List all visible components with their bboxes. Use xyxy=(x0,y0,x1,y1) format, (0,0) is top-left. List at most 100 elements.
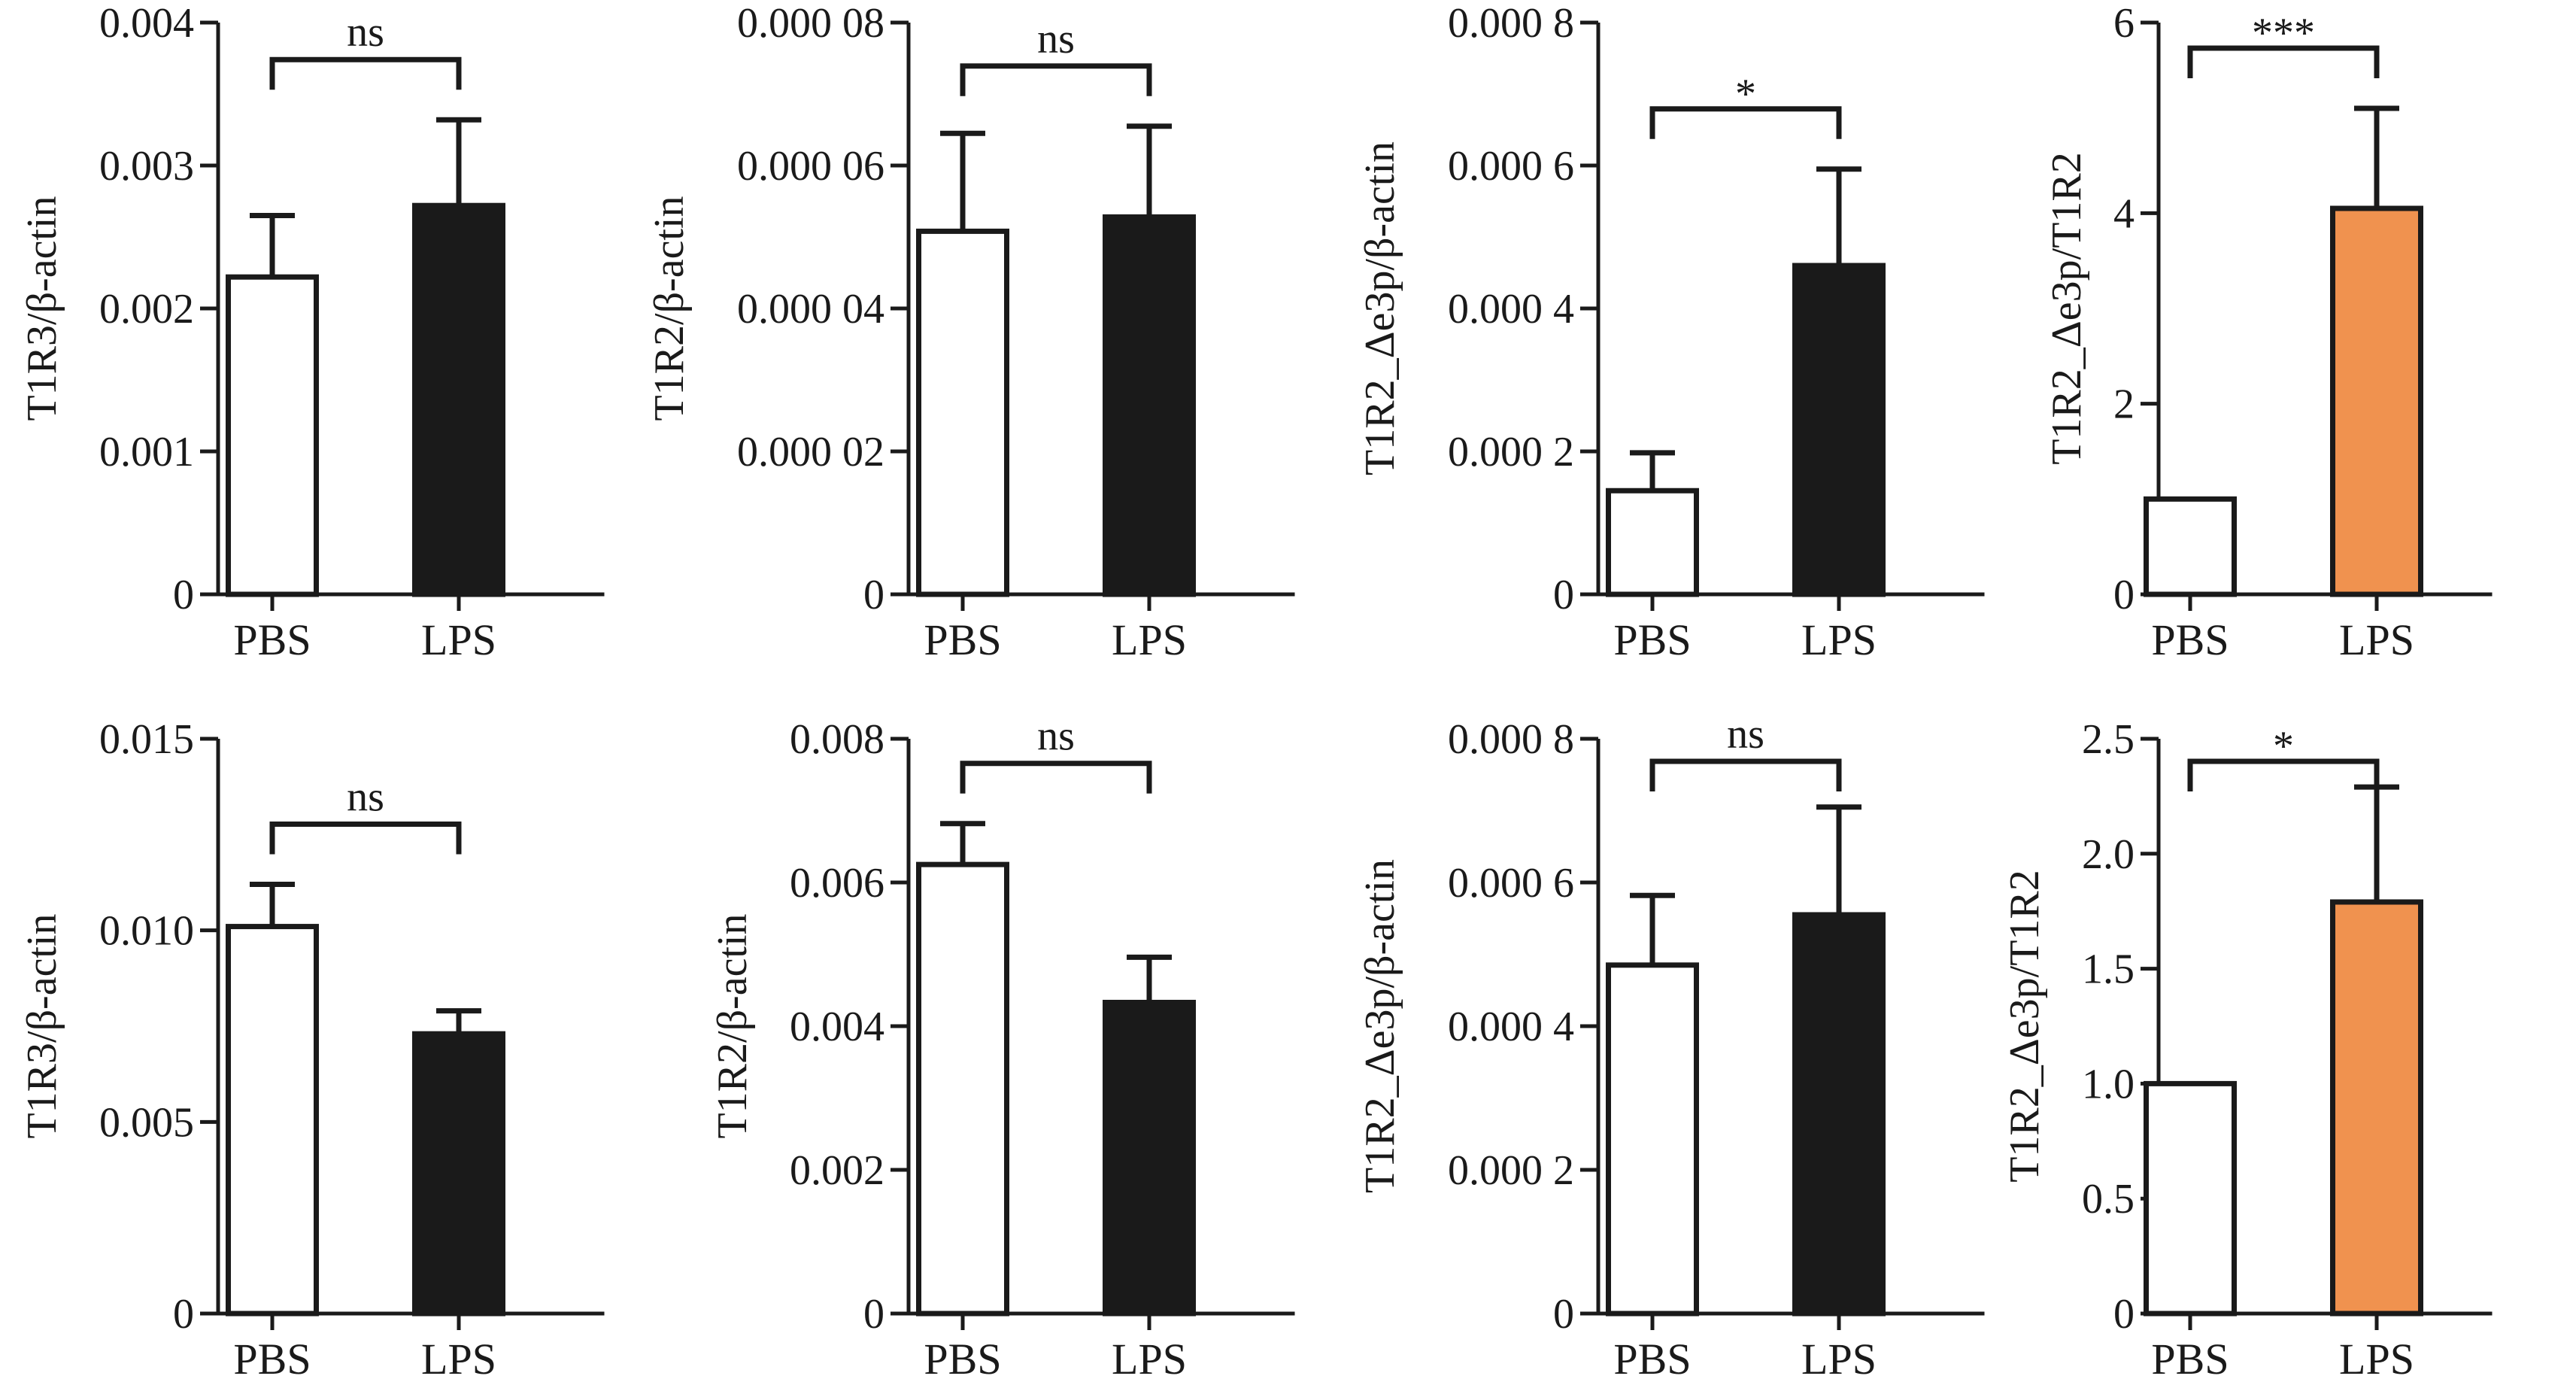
bar-lps xyxy=(2330,899,2423,1317)
panel-top-4: 0 2 4 6 T1R2_Δe3p/T1R2 PBS LPS *** xyxy=(2044,0,2493,664)
y-tick-label: 0.000 8 xyxy=(1448,716,1574,763)
y-tick-label: 2 xyxy=(2113,381,2135,428)
bar-lps xyxy=(1103,999,1196,1317)
x-tick-label: LPS xyxy=(2339,615,2414,664)
y-axis-title: T1R2/β-actin xyxy=(646,196,693,421)
bar-pbs xyxy=(916,861,1009,1317)
y-tick-label: 0.008 xyxy=(790,716,884,763)
x-tick-label: PBS xyxy=(233,615,311,664)
y-tick-label: 0 xyxy=(1553,572,1574,618)
panel-bottom-4: 0 0.5 1.0 1.5 2.0 2.5 T1R2_Δe3p/T1R2 PBS LPS * xyxy=(2001,716,2493,1382)
x-tick-label: LPS xyxy=(2339,1335,2414,1382)
y-tick-label: 0.000 08 xyxy=(737,0,884,47)
x-tick-label: PBS xyxy=(2151,615,2229,664)
y-tick-label: 0 xyxy=(1553,1291,1574,1338)
y-tick-label: 1.0 xyxy=(2082,1061,2135,1107)
y-tick-label: 0 xyxy=(863,572,884,618)
significance-label: ns xyxy=(1037,713,1075,760)
significance-label: ns xyxy=(347,9,384,56)
bar-pbs xyxy=(916,228,1009,597)
panel-top-3: 0 0.000 2 0.000 4 0.000 6 0.000 8 T1R2_Δe3p/β… xyxy=(1357,0,1985,664)
y-tick-label: 0 xyxy=(173,572,194,618)
y-axis-title: T1R3/β-actin xyxy=(19,196,65,421)
y-tick-label: 0.000 2 xyxy=(1448,429,1574,475)
significance-bracket xyxy=(269,56,462,90)
bar-lps xyxy=(2330,205,2423,597)
y-tick-label: 0.000 2 xyxy=(1448,1147,1574,1194)
y-tick-label: 0.000 4 xyxy=(1448,1004,1574,1050)
significance-bracket xyxy=(960,761,1152,794)
y-tick-label: 0 xyxy=(2113,1291,2135,1338)
y-tick-label: 0.000 04 xyxy=(737,286,884,333)
significance-label: * xyxy=(2273,723,2294,770)
bar-lps xyxy=(412,202,505,597)
significance-label: * xyxy=(1735,71,1756,117)
x-tick-label: PBS xyxy=(2151,1335,2229,1382)
x-tick-label: LPS xyxy=(1112,615,1187,664)
y-tick-label: 2.0 xyxy=(2082,831,2135,878)
panel-top-2: 0 0.000 02 0.000 04 0.000 06 0.000 08 T1R2/β-… xyxy=(646,0,1295,664)
y-tick-label: 0 xyxy=(173,1291,194,1338)
significance-bracket xyxy=(2187,758,2380,791)
bar-pbs xyxy=(226,274,319,597)
significance-bracket xyxy=(960,63,1152,96)
y-tick-label: 0.000 06 xyxy=(737,143,884,190)
y-tick-label: 0.000 6 xyxy=(1448,143,1574,190)
y-tick-label: 0.5 xyxy=(2082,1176,2135,1223)
panel-top-1: 0 0.001 0.002 0.003 0.004 T1R3/β-actin PBS LPS n… xyxy=(19,0,605,664)
y-axis-title: T1R2_Δe3p/T1R2 xyxy=(2044,152,2090,465)
y-tick-label: 2.5 xyxy=(2082,716,2135,763)
y-tick-label: 0.000 8 xyxy=(1448,0,1574,47)
y-tick-label: 0.000 4 xyxy=(1448,286,1574,333)
panel-bottom-2: 0 0.002 0.004 0.006 0.008 T1R2/β-actin PBS LPS n… xyxy=(709,713,1295,1382)
y-axis-title: T1R2/β-actin xyxy=(709,913,756,1138)
bar-pbs xyxy=(1606,487,1699,597)
x-tick-label: LPS xyxy=(421,1335,496,1382)
x-tick-label: PBS xyxy=(1613,615,1691,664)
bar-lps xyxy=(1792,912,1886,1317)
significance-bracket xyxy=(1649,106,1842,139)
y-tick-label: 0.002 xyxy=(99,286,194,333)
x-tick-label: LPS xyxy=(1112,1335,1187,1382)
panel-bottom-3: 0 0.000 2 0.000 4 0.000 6 0.000 8 T1R2_Δe3p/β… xyxy=(1357,711,1985,1382)
y-tick-label: 0.002 xyxy=(790,1147,884,1194)
x-tick-label: PBS xyxy=(233,1335,311,1382)
significance-label: *** xyxy=(2252,10,2315,56)
y-axis-title: T1R2_Δe3p/T1R2 xyxy=(2001,870,2048,1183)
y-tick-label: 0.003 xyxy=(99,143,194,190)
y-tick-label: 0.000 02 xyxy=(737,429,884,475)
bar-pbs xyxy=(2144,1080,2237,1317)
y-tick-label: 0.000 6 xyxy=(1448,860,1574,907)
y-tick-label: 0 xyxy=(2113,572,2135,618)
y-tick-label: 0.005 xyxy=(99,1099,194,1146)
y-tick-label: 4 xyxy=(2113,190,2135,237)
bar-pbs xyxy=(1606,962,1699,1317)
bar-lps xyxy=(412,1031,505,1317)
significance-label: ns xyxy=(347,774,384,821)
x-tick-label: LPS xyxy=(421,615,496,664)
y-tick-label: 0.006 xyxy=(790,860,884,907)
y-tick-label: 6 xyxy=(2113,0,2135,47)
y-tick-label: 0.010 xyxy=(99,908,194,955)
x-tick-label: PBS xyxy=(924,615,1001,664)
x-tick-label: LPS xyxy=(1801,1335,1877,1382)
y-tick-label: 1.5 xyxy=(2082,946,2135,993)
x-tick-label: PBS xyxy=(1613,1335,1691,1382)
y-tick-label: 0 xyxy=(863,1291,884,1338)
y-tick-label: 0.015 xyxy=(99,716,194,763)
y-axis-title: T1R2_Δe3p/β-actin xyxy=(1357,141,1403,475)
bar-lps xyxy=(1103,214,1196,597)
significance-bracket xyxy=(269,822,462,855)
bar-pbs xyxy=(2144,496,2237,597)
y-tick-label: 0.001 xyxy=(99,429,194,475)
panel-bottom-1: 0 0.005 0.010 0.015 T1R3/β-actin PBS LPS ns xyxy=(19,716,605,1382)
bar-pbs xyxy=(226,924,319,1317)
y-axis-title: T1R2_Δe3p/β-actin xyxy=(1357,859,1403,1193)
bar-lps xyxy=(1792,263,1886,597)
significance-label: ns xyxy=(1037,16,1075,62)
significance-bracket xyxy=(2187,45,2380,78)
y-tick-label: 0.004 xyxy=(790,1004,884,1050)
significance-label: ns xyxy=(1727,711,1764,758)
significance-bracket xyxy=(1649,758,1842,791)
